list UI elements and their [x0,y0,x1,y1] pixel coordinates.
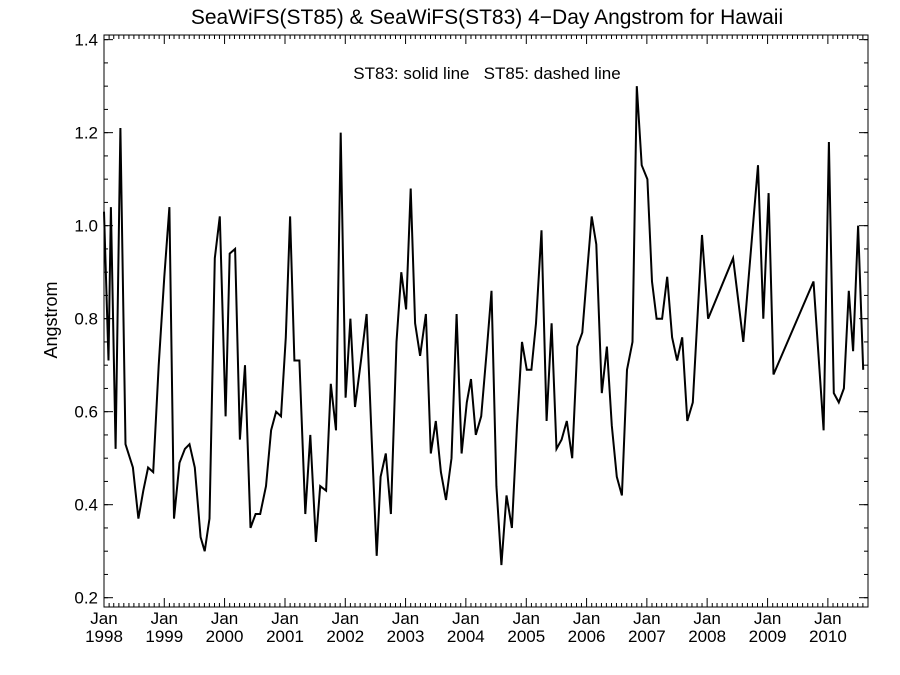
x-tick-label-month: Jan [814,609,841,628]
x-tick-label-year: 2009 [749,627,787,646]
x-tick-label-year: 2001 [266,627,304,646]
x-tick-label-month: Jan [271,609,298,628]
y-tick-label: 1.2 [74,124,98,143]
x-tick-label-year: 2010 [809,627,847,646]
x-tick-label-month: Jan [211,609,238,628]
x-tick-label-month: Jan [332,609,359,628]
x-tick-label-month: Jan [151,609,178,628]
x-tick-label-year: 2008 [688,627,726,646]
x-tick-label-year: 1998 [85,627,123,646]
x-tick-label-month: Jan [754,609,781,628]
y-tick-label: 1.4 [74,31,98,50]
x-tick-label-year: 2003 [387,627,425,646]
y-tick-label: 0.2 [74,589,98,608]
y-tick-label: 0.4 [74,496,98,515]
x-tick-label-month: Jan [392,609,419,628]
y-tick-label: 0.8 [74,310,98,329]
x-tick-label-month: Jan [452,609,479,628]
y-tick-label: 1.0 [74,217,98,236]
chart-title: SeaWiFS(ST85) & SeaWiFS(ST83) 4−Day Angs… [191,6,783,29]
x-tick-label-year: 2004 [447,627,485,646]
x-tick-label-month: Jan [90,609,117,628]
y-axis-label: Angstrom [41,281,61,358]
series-line-st83 [103,86,865,566]
x-tick-label-month: Jan [633,609,660,628]
x-tick-label-year: 2002 [326,627,364,646]
x-tick-label-month: Jan [513,609,540,628]
x-tick-label-month: Jan [573,609,600,628]
chart-legend-annotation: ST83: solid line ST85: dashed line [353,64,620,83]
x-tick-label-year: 2007 [628,627,666,646]
x-tick-label-year: 2006 [568,627,606,646]
x-tick-label-year: 2005 [507,627,545,646]
x-tick-label-year: 2000 [206,627,244,646]
plot-frame [103,34,869,608]
x-tick-label-year: 1999 [145,627,183,646]
y-tick-label: 0.6 [74,403,98,422]
x-tick-label-month: Jan [693,609,720,628]
